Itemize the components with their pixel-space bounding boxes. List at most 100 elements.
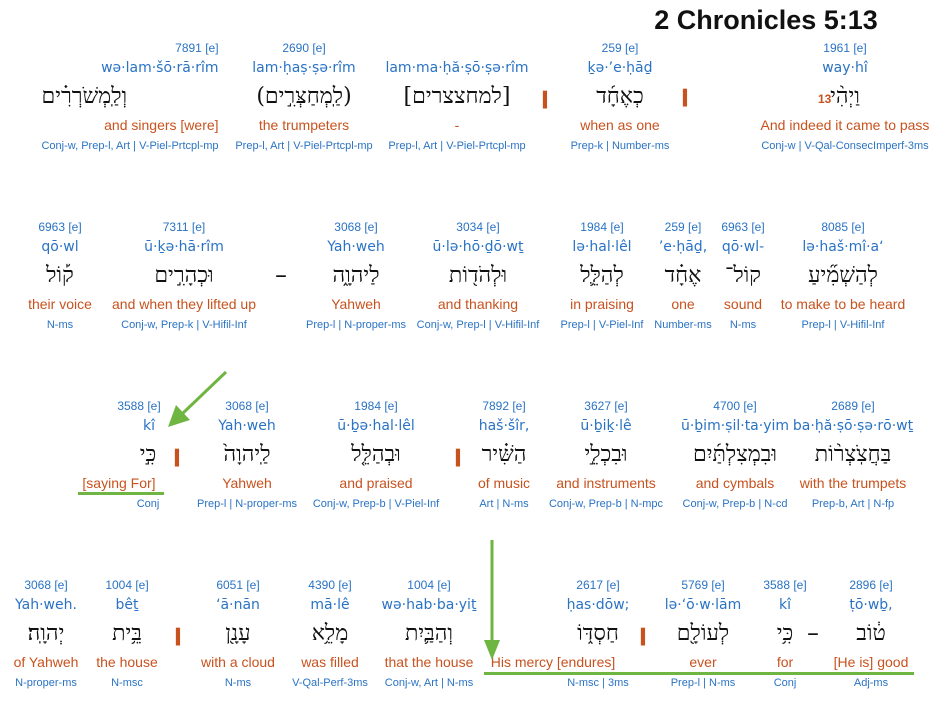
morphology-link[interactable]: Prep-l, Art | V-Piel-Prtcpl-mp	[388, 140, 526, 152]
morphology-link[interactable]: Conj-w | V-Qal-ConsecImperf-3ms	[761, 140, 929, 152]
morphology-link[interactable]: Prep-k | Number-ms	[570, 140, 670, 152]
strong-number-link[interactable]: 3068 [e]	[334, 220, 378, 234]
morphology-link[interactable]: V-Qal-Perf-3ms	[292, 677, 368, 689]
verse-number: 13	[818, 92, 832, 106]
strong-number-link[interactable]: 1961 [e]	[823, 41, 867, 55]
strong-number-link[interactable]: 259 [e]	[664, 220, 702, 234]
transliteration: ḵə·’e·ḥāḏ	[587, 60, 653, 76]
word-column[interactable]: 3034 [e] ū·lə·hō·ḏō·wṯ וּלְהֹד֖וֹת and t…	[417, 219, 540, 335]
morphology-link[interactable]: Conj-w, Prep-b | N-cd	[682, 498, 788, 510]
word-column[interactable]: 1004 [e] bêṯ בֵּ֥ית the house N-msc	[96, 577, 158, 693]
strong-number-link[interactable]: 1004 [e]	[407, 578, 451, 592]
strong-number-link[interactable]: 1984 [e]	[580, 220, 624, 234]
word-column[interactable]: 3068 [e] Yah·weh לַֽיהוָה֙ Yahweh Prep-l…	[197, 398, 297, 514]
strong-number-link[interactable]: 3588 [e]	[763, 578, 807, 592]
word-column[interactable]: 6963 [e] qō·wl- קוֹל־ sound N-ms	[721, 219, 764, 335]
morphology-link[interactable]: Art | N-ms	[479, 498, 529, 510]
strong-number-link[interactable]: 3034 [e]	[456, 220, 500, 234]
strong-number-link[interactable]: 3627 [e]	[584, 399, 628, 413]
morphology-link[interactable]: Conj-w, Prep-k | V-Hifil-Inf	[121, 319, 247, 331]
word-column[interactable]: 2617 [e] ḥas·dōw; חַסְדּ֑וֹ His mercy [e…	[491, 577, 705, 693]
strong-number-link[interactable]: 6963 [e]	[38, 220, 82, 234]
morphology-link[interactable]: Prep-l | V-Hifil-Inf	[801, 319, 885, 331]
morphology-link[interactable]: Prep-l | N-ms	[670, 677, 736, 689]
word-column[interactable]: 4700 [e] ū·ḇim·ṣil·ta·yim וּבִמְצִלְתַּ֜…	[681, 398, 789, 514]
strong-number-link[interactable]: 5769 [e]	[681, 578, 725, 592]
morphology-link[interactable]: N-ms	[224, 677, 252, 689]
word-column[interactable]: 259 [e] ḵə·’e·ḥāḏ כְאֶחָ֜ד when as one P…	[571, 40, 670, 156]
morphology-link[interactable]: N-ms	[46, 319, 74, 331]
word-column[interactable]: 1984 [e] ū·ḇə·hal·lêl וּבְהַלֵּ֤ל and pr…	[313, 398, 439, 514]
strong-number-link[interactable]: 2689 [e]	[831, 399, 875, 413]
strong-number-link[interactable]: 4390 [e]	[308, 578, 352, 592]
word-column[interactable]: 3068 [e] Yah·weh לַיהוָ֑ה Yahweh Prep-l …	[306, 219, 406, 335]
morphology-link[interactable]: Adj-ms	[853, 677, 889, 689]
morphology-link[interactable]: N-msc | 3ms	[567, 677, 629, 689]
morphology-link[interactable]: N-ms	[729, 319, 757, 331]
hebrew-word: יְהוָֽה׃	[27, 621, 65, 646]
strong-number-link[interactable]: 6051 [e]	[216, 578, 260, 592]
word-column[interactable]: 2896 [e] ṭō·wḇ, ט֔וֹב [He is] good Adj-m…	[834, 577, 909, 693]
strong-number-link[interactable]: 1004 [e]	[105, 578, 149, 592]
strong-number-link[interactable]: 1984 [e]	[354, 399, 398, 413]
strong-number-link[interactable]: 7892 [e]	[482, 399, 526, 413]
morphology-link[interactable]: Conj-w, Prep-l | V-Hifil-Inf	[416, 319, 540, 331]
morphology-link[interactable]: Prep-l | V-Piel-Inf	[560, 319, 644, 331]
word-column[interactable]: 7892 [e] haš·šîr, הַשִּׁ֗יר of music Art…	[478, 398, 530, 514]
morphology-link[interactable]: N-proper-ms	[15, 677, 77, 689]
english-gloss: the house	[96, 654, 158, 670]
strong-number-link[interactable]: 2617 [e]	[576, 578, 620, 592]
strong-number-link[interactable]: 3068 [e]	[225, 399, 269, 413]
strong-number-link[interactable]: 7891 [e]	[175, 41, 219, 55]
maqaf-separator: –	[807, 619, 819, 647]
morphology-link[interactable]: Prep-b, Art | N-fp	[811, 498, 895, 510]
strong-number-link[interactable]: 7311 [e]	[162, 220, 206, 234]
word-column[interactable]: lam·ma·ḥă·ṣō·ṣə·rîm [למחצצרים] - Prep-l,…	[385, 40, 528, 156]
morphology-link[interactable]: Number-ms	[654, 319, 712, 331]
strong-number-link[interactable]: 8085 [e]	[821, 220, 865, 234]
strong-number-link[interactable]: 2690 [e]	[282, 41, 326, 55]
morphology-link[interactable]: Conj	[136, 498, 160, 510]
strong-number-link[interactable]: 3068 [e]	[24, 578, 68, 592]
morphology-link[interactable]: Prep-l, Art | V-Piel-Prtcpl-mp	[235, 140, 373, 152]
strong-number-link[interactable]: 2896 [e]	[849, 578, 893, 592]
word-column[interactable]: 3588 [e] kî כִּ֥י for Conj	[763, 577, 806, 693]
word-column[interactable]: 8085 [e] lə·haš·mî·a‘ לְהַשְׁמִ֞יעַ to m…	[781, 219, 906, 335]
word-column[interactable]: 3588 [e] kî כִּ֣י [saying For] Conj	[77, 398, 160, 514]
morphology-link[interactable]: Conj	[773, 677, 797, 689]
transliteration: ū·ḇiḵ·lê	[580, 418, 632, 434]
word-column[interactable]: 259 [e] ’e·ḥāḏ, אֶחָ֗ד one Number-ms	[654, 219, 711, 335]
hebrew-word: כְאֶחָ֜ד	[596, 84, 644, 109]
word-column[interactable]: 2689 [e] ba·ḥă·ṣō·ṣə·rō·wṯ בַּחֲצֹֽצְר֨ו…	[793, 398, 913, 514]
morphology-link[interactable]: Conj-w, Prep-b | N-mpc	[548, 498, 664, 510]
morphology-link[interactable]: Prep-l | N-proper-ms	[196, 498, 298, 510]
word-column[interactable]: 6051 [e] ‘ā·nān עָנָ֖ן with a cloud N-ms	[201, 577, 275, 693]
morphology-link[interactable]: Conj-w, Prep-l, Art | V-Piel-Prtcpl-mp	[41, 140, 219, 152]
strong-number-link[interactable]: 3588 [e]	[117, 399, 161, 413]
word-column[interactable]: 7891 [e] wə·lam·šō·rā·rîm וְלַֽמְשֹׁרְרִ…	[41, 40, 218, 156]
word-column[interactable]: 4390 [e] mā·lê מָלֵ֥א was filled V-Qal-P…	[292, 577, 368, 693]
hebrew-word: בֵּ֥ית	[112, 621, 142, 646]
strong-number-link[interactable]: 259 [e]	[601, 41, 639, 55]
strong-number-link[interactable]: 6963 [e]	[721, 220, 765, 234]
word-column[interactable]: 3627 [e] ū·ḇiḵ·lê וּבִכְלֵ֣י and instrum…	[549, 398, 663, 514]
word-column[interactable]: 2690 [e] lam·ḥaṣ·ṣə·rîm (לַֽמְחַצְּרִ֣ים…	[235, 40, 372, 156]
morphology-link[interactable]: Conj-w, Art | N-ms	[384, 677, 474, 689]
word-column[interactable]: 3068 [e] Yah·weh. יְהוָֽה׃ of Yahweh N-p…	[14, 577, 79, 693]
morphology-link[interactable]: Conj-w, Prep-b | V-Piel-Inf	[312, 498, 440, 510]
word-column[interactable]: 7311 [e] ū·ḵə·hā·rîm וּכְהָרִ֣ים and whe…	[112, 219, 256, 335]
hebrew-word: וְהַבַּ֛יִת	[404, 621, 454, 646]
paseq-separator: ׀	[173, 621, 183, 649]
strong-number-link[interactable]: 4700 [e]	[713, 399, 757, 413]
morphology-link[interactable]: N-msc	[111, 677, 143, 689]
word-column[interactable]: 1961 [e] way·hî וַיְהִ֨י And indeed it c…	[761, 40, 930, 156]
english-gloss: in praising	[570, 296, 634, 312]
word-column[interactable]: 1004 [e] wə·hab·ba·yiṯ וְהַבַּ֛יִת that …	[382, 577, 477, 693]
word-column[interactable]: 5769 [e] lə·‘ō·w·lām לְעוֹלָ֖ם ever Prep…	[665, 577, 741, 693]
word-column[interactable]: 1984 [e] lə·hal·lêl לְהַלֵּ֛ל in praisin…	[561, 219, 644, 335]
transliteration: ‘ā·nān	[216, 597, 260, 613]
hebrew-word: לַיהוָ֑ה	[332, 263, 380, 288]
transliteration: mā·lê	[310, 597, 350, 613]
morphology-link[interactable]: Prep-l | N-proper-ms	[305, 319, 407, 331]
word-column[interactable]: 6963 [e] qō·wl ק֡וֹל their voice N-ms	[28, 219, 92, 335]
